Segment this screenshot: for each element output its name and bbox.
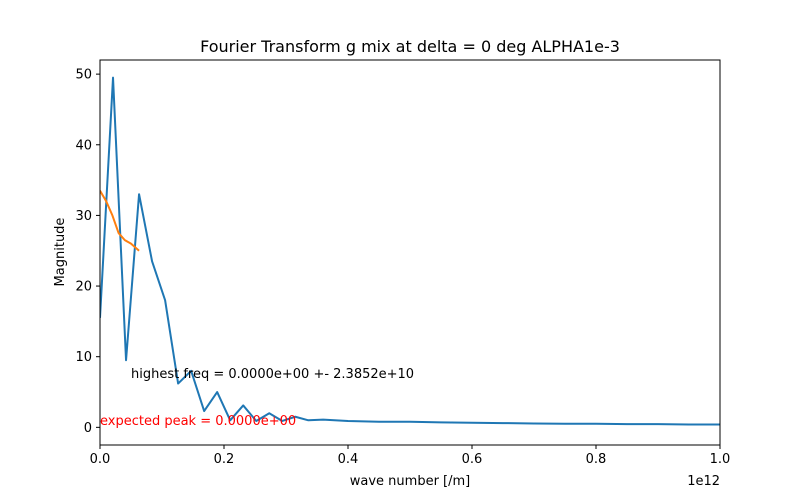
x-tick-label: 0.4 (338, 452, 359, 467)
x-tick-label: 0.6 (462, 452, 483, 467)
y-axis-label: Magnitude (53, 218, 68, 287)
x-tick-label: 1.0 (710, 452, 731, 467)
annotation-1: expected peak = 0.0000e+00 (100, 414, 296, 429)
series-line-1 (100, 190, 140, 252)
y-tick-label: 30 (75, 209, 92, 224)
y-tick-label: 50 (75, 68, 92, 83)
y-axis: 0 10 20 30 40 50 (75, 68, 100, 436)
y-tick-label: 0 (84, 421, 92, 436)
x-tick-label: 0.0 (90, 452, 111, 467)
series-layer (100, 76, 720, 426)
y-tick-label: 20 (75, 280, 92, 295)
annotation-layer: highest freq = 0.0000e+00 +- 2.3852e+10 e… (100, 367, 414, 429)
x-axis-offset-label: 1e12 (687, 474, 720, 489)
x-axis-label: wave number [/m] (350, 474, 470, 489)
y-tick-label: 10 (75, 350, 92, 365)
x-axis: 0.0 0.2 0.4 0.6 0.8 1.0 (90, 445, 731, 467)
chart-title: Fourier Transform g mix at delta = 0 deg… (200, 37, 620, 56)
x-tick-label: 0.8 (586, 452, 607, 467)
x-tick-label: 0.2 (214, 452, 235, 467)
plot-frame (99, 59, 721, 446)
annotation-0: highest freq = 0.0000e+00 +- 2.3852e+10 (131, 367, 414, 382)
series-line-0 (100, 76, 720, 426)
y-tick-label: 40 (75, 138, 92, 153)
